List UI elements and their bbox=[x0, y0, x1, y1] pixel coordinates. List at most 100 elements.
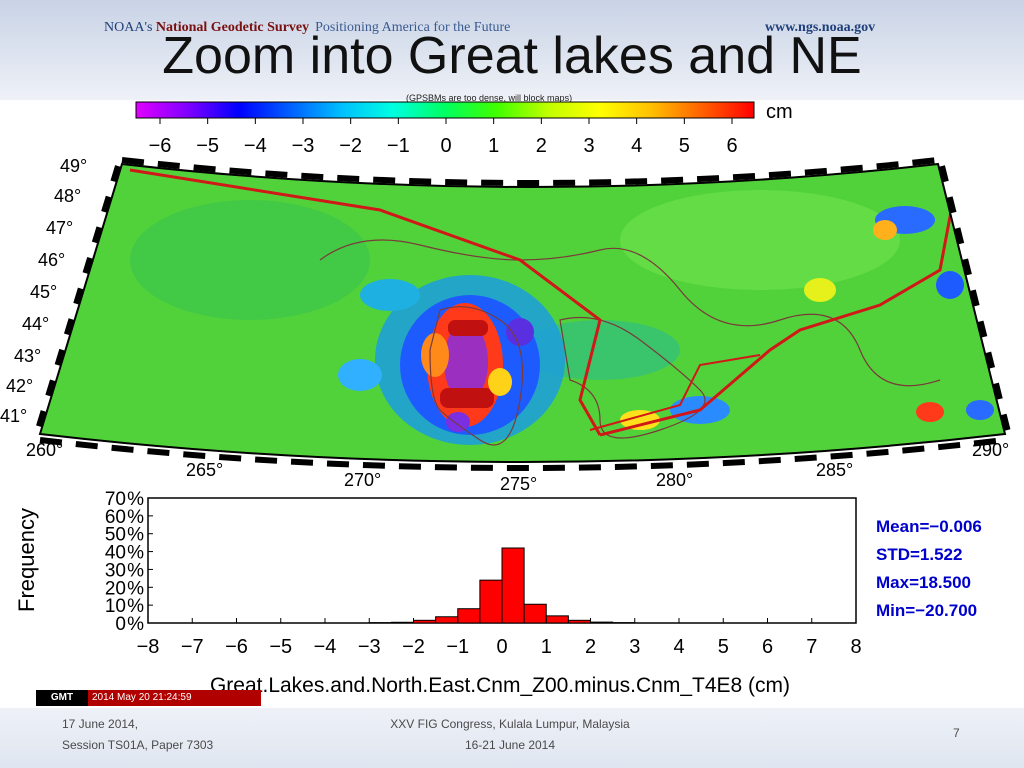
lon-label: 290° bbox=[972, 440, 1009, 460]
y-tick-unit: % bbox=[127, 614, 144, 635]
agency-url[interactable]: www.ngs.noaa.gov bbox=[765, 20, 876, 35]
colorbar: cm −6 −5 −4 −3 −2 −1 0 1 2 3 4 5 6 bbox=[135, 101, 793, 157]
histogram-bar bbox=[501, 547, 525, 624]
map-lon-labels: 260° 265° 270° 275° 280° 285° 290° bbox=[26, 440, 1009, 494]
colorbar-tick-label: −4 bbox=[244, 135, 267, 157]
agency-motto: Positioning America for the Future bbox=[315, 20, 511, 35]
gmt-stamp: GMT 2014 May 20 21:24:59 bbox=[36, 690, 261, 706]
colorbar-tick-label: −1 bbox=[387, 135, 410, 157]
histogram-bar bbox=[413, 619, 437, 624]
lat-label: 49° bbox=[60, 156, 87, 176]
x-tick-label: −6 bbox=[225, 636, 248, 658]
y-tick-unit: % bbox=[127, 560, 144, 581]
lon-label: 275° bbox=[500, 474, 537, 494]
footer-band bbox=[0, 708, 1024, 768]
x-tick-label: 2 bbox=[585, 636, 596, 658]
colorbar-tick-label: 4 bbox=[631, 135, 642, 157]
x-tick-label: −4 bbox=[314, 636, 337, 658]
agency-prefix: NOAA's bbox=[104, 20, 156, 35]
histogram-y-ticks: 0 %10 %20 %30 %40 %50 %60 %70% bbox=[105, 489, 153, 635]
x-tick-label: 0 bbox=[496, 636, 507, 658]
colorbar-tick-label: 1 bbox=[488, 135, 499, 157]
x-tick-label: 8 bbox=[850, 636, 861, 658]
y-tick-label: 0 bbox=[115, 614, 126, 635]
lat-label: 47° bbox=[46, 218, 73, 238]
y-tick-unit: % bbox=[127, 578, 144, 599]
histogram-x-label: Great.Lakes.and.North.East.Cnm_Z00.minus… bbox=[210, 674, 790, 697]
footer-date: 17 June 2014, bbox=[62, 717, 139, 731]
gmt-timestamp: 2014 May 20 21:24:59 bbox=[88, 690, 261, 706]
histogram-bar bbox=[567, 619, 591, 624]
map-frame-left-checker bbox=[33, 165, 121, 437]
colorbar-tick-label: −6 bbox=[149, 135, 172, 157]
map-frame-right-checker bbox=[939, 165, 1012, 437]
x-tick-label: 5 bbox=[718, 636, 729, 658]
x-tick-label: 6 bbox=[762, 636, 773, 658]
histogram-x-ticks: −8 −7 −6 −5 −4 −3 −2 −1 0 1 2 3 4 5 6 7 8 bbox=[137, 618, 862, 658]
colorbar-tick-label: 0 bbox=[440, 135, 451, 157]
x-tick-label: 1 bbox=[541, 636, 552, 658]
colorbar-tick-label: −3 bbox=[292, 135, 315, 157]
histogram-bar bbox=[590, 621, 614, 624]
lat-label: 43° bbox=[14, 346, 41, 366]
y-tick-label: 70 bbox=[105, 489, 126, 510]
agency-header: NOAA's National Geodetic Survey Positioni… bbox=[104, 20, 510, 36]
x-tick-label: −8 bbox=[137, 636, 160, 658]
colorbar-strip bbox=[135, 101, 755, 119]
y-tick-unit: % bbox=[127, 596, 144, 617]
colorbar-unit: cm bbox=[766, 101, 793, 123]
histogram-bar bbox=[479, 579, 503, 624]
y-tick-unit: % bbox=[127, 543, 144, 564]
x-tick-label: 3 bbox=[629, 636, 640, 658]
y-tick-label: 10 bbox=[105, 596, 126, 617]
x-tick-label: −7 bbox=[181, 636, 204, 658]
lon-label: 280° bbox=[656, 470, 693, 490]
x-tick-label: −5 bbox=[269, 636, 292, 658]
map-panel: 49° 48° 47° 46° 45° 44° 43° 42° 41° 260°… bbox=[0, 156, 1012, 494]
y-tick-label: 60 bbox=[105, 507, 126, 528]
colorbar-tick-label: 6 bbox=[726, 135, 737, 157]
x-tick-label: −3 bbox=[358, 636, 381, 658]
x-tick-label: 4 bbox=[673, 636, 684, 658]
colorbar-tick-label: −5 bbox=[196, 135, 219, 157]
map-frame-top-checker bbox=[121, 157, 939, 186]
x-tick-label: −1 bbox=[446, 636, 469, 658]
agency-name: National Geodetic Survey bbox=[155, 20, 310, 35]
histogram-stats: Mean=−0.006 STD=1.522 Max=18.500 Min=−20.70… bbox=[876, 517, 982, 620]
histogram-bar bbox=[523, 603, 547, 624]
y-tick-label: 50 bbox=[105, 525, 126, 546]
lat-label: 48° bbox=[54, 186, 81, 206]
map-lat-labels: 49° 48° 47° 46° 45° 44° 43° 42° 41° bbox=[0, 156, 87, 426]
density-note: (GPSBMs are too dense, will block maps) bbox=[406, 93, 573, 103]
histogram-stat: STD=1.522 bbox=[876, 545, 962, 564]
y-tick-unit: % bbox=[127, 525, 144, 546]
colorbar-tick-label: 5 bbox=[679, 135, 690, 157]
histogram-bar bbox=[457, 608, 481, 624]
y-tick-unit: % bbox=[127, 507, 144, 528]
lat-label: 44° bbox=[22, 314, 49, 334]
colorbar-tick-label: 2 bbox=[536, 135, 547, 157]
colorbar-tick-label: 3 bbox=[583, 135, 594, 157]
y-tick-label: 30 bbox=[105, 560, 126, 581]
lat-label: 45° bbox=[30, 282, 57, 302]
x-tick-label: 7 bbox=[806, 636, 817, 658]
colorbar-ticks: −6 −5 −4 −3 −2 −1 0 1 2 3 4 5 6 bbox=[149, 118, 738, 157]
histogram-stat: Max=18.500 bbox=[876, 573, 971, 592]
lon-label: 270° bbox=[344, 470, 381, 490]
lon-label: 260° bbox=[26, 440, 63, 460]
lon-label: 285° bbox=[816, 460, 853, 480]
colorbar-tick-label: −2 bbox=[339, 135, 362, 157]
histogram-stat: Min=−20.700 bbox=[876, 601, 977, 620]
lat-label: 42° bbox=[6, 376, 33, 396]
gmt-logo: GMT bbox=[36, 690, 88, 706]
page-number: 7 bbox=[953, 726, 960, 740]
y-tick-label: 40 bbox=[105, 543, 126, 564]
lat-label: 41° bbox=[0, 406, 27, 426]
footer-congress: XXV FIG Congress, Kulala Lumpur, Malaysi… bbox=[390, 717, 630, 731]
histogram-chart: 0 %10 %20 %30 %40 %50 %60 %70% −8 −7 −6 −5 −4 −3 −2 −1… bbox=[14, 489, 982, 697]
footer-left: 17 June 2014, Session TS01A, Paper 7303 bbox=[62, 714, 213, 756]
footer-congress-dates: 16-21 June 2014 bbox=[464, 738, 556, 752]
map-frame bbox=[38, 162, 1007, 463]
y-tick-label: 20 bbox=[105, 578, 126, 599]
slide-title: Zoom into Great lakes and NE bbox=[162, 27, 862, 85]
